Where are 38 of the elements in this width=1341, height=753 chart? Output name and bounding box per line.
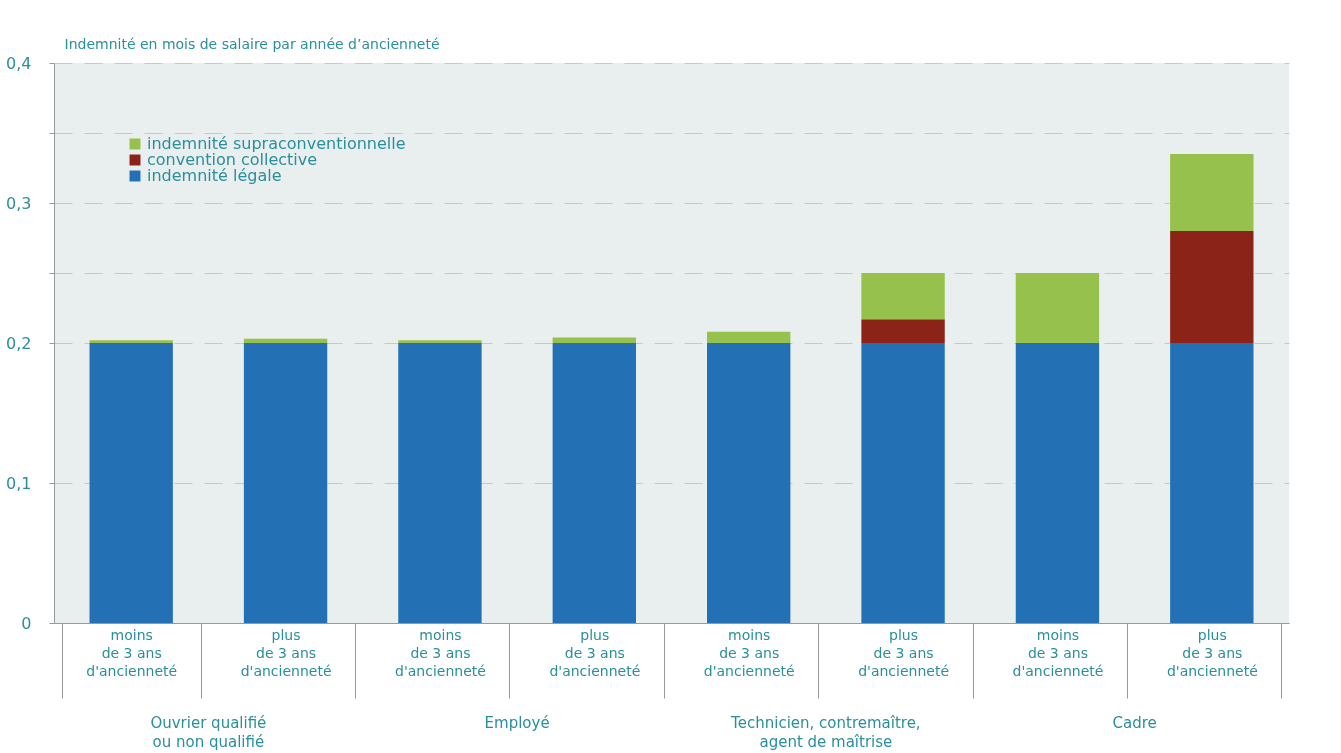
- bar: [398, 343, 482, 623]
- bar: [1170, 343, 1254, 623]
- x-tick-label: plus de 3 ans d'ancienneté: [858, 626, 949, 679]
- legend-label: indemnité légale: [147, 166, 282, 185]
- text: Technicien, contremaître, agent de maîtrise: [730, 714, 921, 751]
- y-tick-label: 0,2: [6, 333, 32, 353]
- y-tick-label: 0: [21, 613, 32, 633]
- y-tick-label: 0,4: [6, 53, 32, 73]
- x-tick-label: plus de 3 ans d'ancienneté: [240, 626, 332, 679]
- bar: [861, 319, 945, 343]
- bar: [89, 340, 173, 343]
- bar: [707, 343, 791, 623]
- bar: [552, 337, 636, 343]
- bar: [861, 273, 945, 320]
- y-tick-label: 0,3: [6, 193, 32, 213]
- x-tick-label: plus de 3 ans d'ancienneté: [549, 626, 641, 679]
- bar: [89, 343, 173, 623]
- bar: [243, 343, 328, 623]
- bar: [1170, 231, 1254, 343]
- bar: [861, 343, 945, 623]
- text: Cadre: [1112, 714, 1157, 732]
- legend-label: indemnité supraconventionnelle: [147, 134, 406, 153]
- x-tick-label: moins de 3 ans d'ancienneté: [1012, 626, 1104, 679]
- text: Ouvrier qualifié ou non qualifié: [150, 714, 267, 751]
- y-tick-label: 0,1: [6, 473, 32, 493]
- bar: [552, 343, 636, 623]
- y-axis-title: Indemnité en mois de salaire par année d’ancienneté: [64, 35, 440, 52]
- x-tick-label: moins de 3 ans d'ancienneté: [703, 626, 795, 679]
- bar: [1015, 273, 1100, 343]
- bar: [398, 340, 482, 343]
- x-tick-label: moins de 3 ans d'ancienneté: [395, 626, 486, 679]
- text: Employé: [484, 714, 550, 732]
- x-tick-label: moins de 3 ans d'ancienneté: [86, 626, 178, 679]
- x-tick-label: plus de 3 ans d'ancienneté: [1166, 626, 1258, 679]
- bar: [707, 331, 791, 343]
- bar: [1170, 154, 1254, 231]
- bar: [1015, 343, 1100, 623]
- bar: [243, 338, 328, 343]
